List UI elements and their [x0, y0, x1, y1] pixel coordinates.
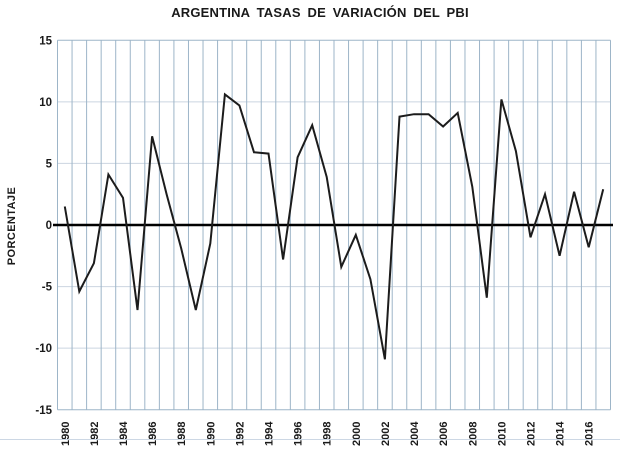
y-tick-label: 15 [39, 35, 52, 47]
y-tick-label: 0 [46, 220, 52, 232]
x-tick-label: 2002 [380, 422, 392, 446]
x-tick-label: 1984 [118, 421, 130, 446]
data-line [63, 92, 605, 360]
y-axis-title: PORCENTAJE [6, 186, 18, 266]
x-tick-label: 1986 [147, 422, 159, 446]
y-tick-label: -5 [42, 282, 53, 294]
x-tick-label: 2006 [438, 422, 450, 446]
x-tick-label: 1998 [322, 422, 334, 446]
y-tick-label: 10 [39, 97, 52, 109]
x-tick-label: 2000 [351, 422, 363, 446]
y-tick-label: 5 [46, 158, 53, 170]
chart-bottom-border [0, 439, 620, 440]
x-tick-label: 2010 [496, 422, 508, 446]
x-tick-label: 1994 [264, 421, 276, 446]
x-tick-label: 2012 [525, 422, 537, 446]
x-tick-label: 2016 [584, 422, 596, 446]
chart-title: ARGENTINA TASAS DE VARIACIÓN DEL PBI [171, 5, 469, 20]
x-tick-label: 1992 [234, 422, 246, 446]
x-tick-label: 1982 [89, 422, 101, 446]
x-tick-label: 1996 [293, 422, 305, 446]
x-tick-label: 2014 [555, 421, 567, 446]
x-tick-label: 2004 [409, 421, 421, 446]
y-tick-label: -10 [35, 343, 52, 355]
x-tick-label: 1990 [205, 422, 217, 446]
y-tick-label: -15 [35, 405, 52, 417]
x-tick-label: 2008 [467, 422, 479, 446]
x-tick-label: 1988 [176, 422, 188, 446]
x-tick-label: 1980 [60, 422, 72, 446]
